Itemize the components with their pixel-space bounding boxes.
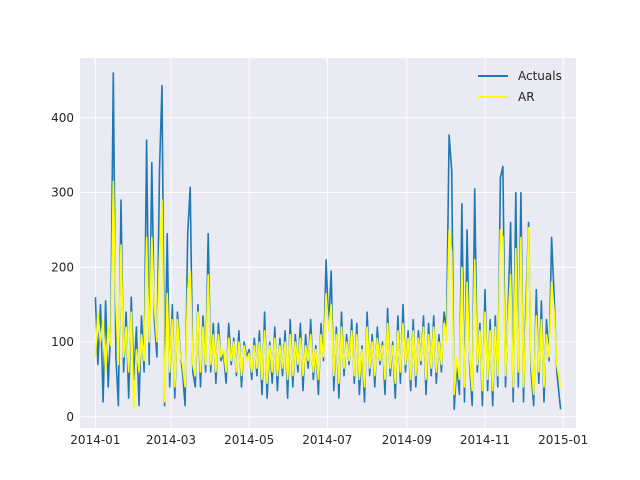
x-tick-label: 2014-09: [382, 433, 432, 447]
y-tick-label: 300: [51, 186, 74, 200]
plot-area: [80, 58, 576, 428]
x-tick-label: 2014-07: [302, 433, 352, 447]
tick-labels: 2014-01 2014-03 2014-05 2014-07 2014-09 2014-…: [51, 111, 588, 447]
y-tick-label: 200: [51, 260, 74, 274]
x-tick-label: 2014-11: [460, 433, 510, 447]
x-tick-label: 2015-01: [538, 433, 588, 447]
legend-label-actuals: Actuals: [518, 69, 562, 83]
y-tick-label: 100: [51, 335, 74, 349]
legend-label-ar: AR: [518, 90, 535, 104]
x-tick-label: 2014-01: [70, 433, 120, 447]
y-tick-label: 0: [66, 410, 74, 424]
y-tick-label: 400: [51, 111, 74, 125]
x-tick-label: 2014-05: [224, 433, 274, 447]
series-line-ar: [94, 180, 562, 411]
series-lines: [94, 72, 562, 411]
x-tick-label: 2014-03: [146, 433, 196, 447]
legend: Actuals AR: [478, 69, 562, 104]
grid-lines: [80, 58, 576, 428]
